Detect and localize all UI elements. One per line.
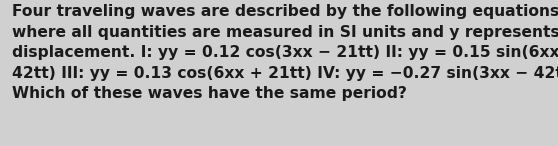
Text: Four traveling waves are described by the following equations,
where all quantit: Four traveling waves are described by th… [12, 4, 558, 101]
